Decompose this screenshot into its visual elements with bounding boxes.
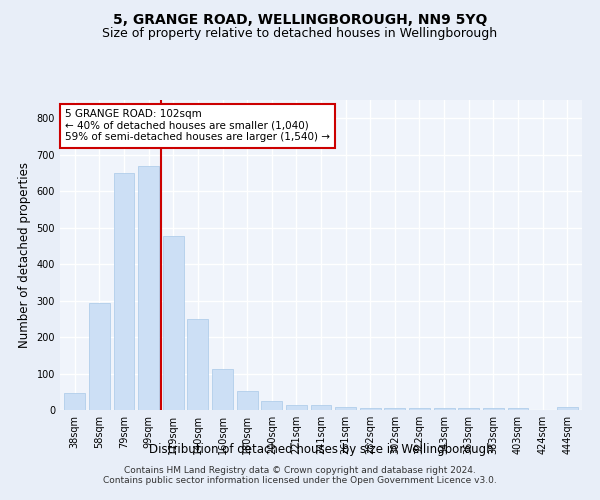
Bar xyxy=(286,404,307,410)
Bar xyxy=(138,166,159,410)
Bar xyxy=(385,408,406,410)
Bar xyxy=(557,408,578,410)
Bar xyxy=(409,408,430,410)
Bar xyxy=(163,236,184,410)
Text: 5, GRANGE ROAD, WELLINGBOROUGH, NN9 5YQ: 5, GRANGE ROAD, WELLINGBOROUGH, NN9 5YQ xyxy=(113,12,487,26)
Text: Size of property relative to detached houses in Wellingborough: Size of property relative to detached ho… xyxy=(103,28,497,40)
Bar xyxy=(311,405,331,410)
Bar xyxy=(434,408,455,410)
Bar xyxy=(113,172,134,410)
Text: 5 GRANGE ROAD: 102sqm
← 40% of detached houses are smaller (1,040)
59% of semi-d: 5 GRANGE ROAD: 102sqm ← 40% of detached … xyxy=(65,110,330,142)
Bar xyxy=(335,408,356,410)
Text: Contains HM Land Registry data © Crown copyright and database right 2024.
Contai: Contains HM Land Registry data © Crown c… xyxy=(103,466,497,485)
Y-axis label: Number of detached properties: Number of detached properties xyxy=(18,162,31,348)
Bar xyxy=(236,391,257,410)
Bar xyxy=(508,408,529,410)
Text: Distribution of detached houses by size in Wellingborough: Distribution of detached houses by size … xyxy=(149,442,493,456)
Bar xyxy=(187,319,208,410)
Bar xyxy=(483,408,504,410)
Bar xyxy=(212,369,233,410)
Bar xyxy=(89,303,110,410)
Bar xyxy=(458,408,479,410)
Bar xyxy=(360,408,381,410)
Bar xyxy=(261,401,282,410)
Bar xyxy=(64,393,85,410)
